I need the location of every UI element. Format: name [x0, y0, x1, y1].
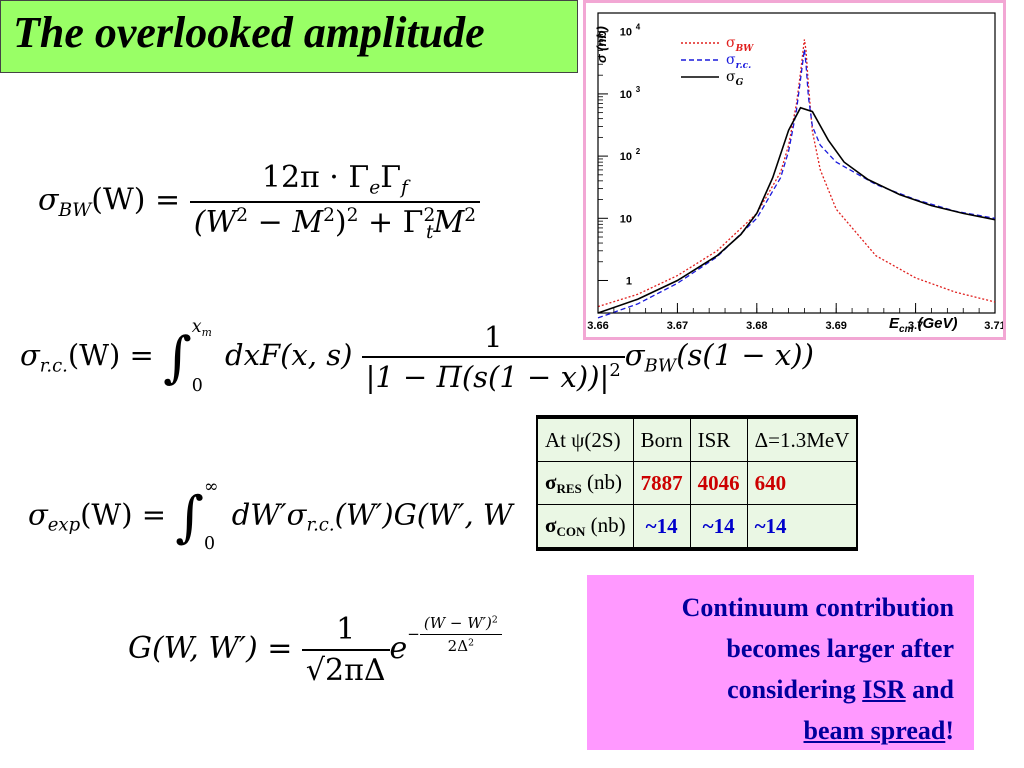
y-tick-exponent: 3: [636, 85, 641, 94]
integral-limits: ∞ 0: [203, 477, 219, 555]
table-header-cell: ISR: [689, 416, 748, 462]
x-tick-label: 3.7: [908, 320, 923, 332]
rc-fraction: 1 |1 − Π(s(1 − x))|2: [361, 320, 625, 394]
gauss-fraction: 1 √2πΔ: [301, 612, 390, 688]
integral-limits: xm 0: [191, 317, 212, 396]
y-tick-label: 10: [620, 89, 632, 101]
series-layer: [597, 39, 996, 319]
y-tick-exponent: 2: [636, 147, 641, 156]
equation-bw: σBW(W) = 12π · ΓeΓf (W2 − M2)2 + Γ2tM2: [38, 160, 481, 243]
legend-entry: σr.c.: [726, 52, 751, 71]
y-tick-exponent: 4: [636, 23, 641, 32]
title-box: The overlooked amplitude: [0, 0, 578, 73]
table-header-cell: Δ=1.3MeV: [746, 416, 858, 462]
legend-entry: σBW: [726, 35, 754, 54]
table-row: σCON (nb) ~14 ~14 ~14: [536, 504, 858, 550]
chart-plot-area: [597, 12, 996, 314]
series-line-g: [597, 106, 996, 314]
tick-layer: 3.66 3.67 3.68 3.69 3.7 3.71 1 10 10 2 10 3 10 4: [587, 23, 1005, 332]
x-axis-label: Ecm (GeV): [889, 315, 957, 335]
y-axis-label: σ (nb): [594, 26, 609, 63]
table-cell: 4046: [689, 461, 748, 505]
x-tick-label: 3.66: [587, 320, 608, 332]
y-tick-label: 1: [626, 275, 632, 287]
series-line-bw: [597, 39, 996, 308]
x-tick-label: 3.67: [667, 320, 688, 332]
table-header-row: At ψ(2S) Born ISR Δ=1.3MeV: [536, 416, 858, 462]
y-tick-label: 10: [620, 27, 632, 39]
table-header-cell: At ψ(2S): [536, 416, 634, 462]
integral-sign: ∫: [163, 325, 192, 390]
legend-entry: σG: [726, 69, 744, 88]
y-tick-label: 10: [620, 151, 632, 163]
equation-exp: σexp(W) = ∫∞ 0 dW′σr.c.(W′)G(W′, W: [28, 477, 513, 555]
cross-section-chart: 3.66 3.67 3.68 3.69 3.7 3.71 1 10 10 2 10 3 10 4 σ (n…: [587, 12, 1006, 335]
table-cell: ~14: [689, 504, 748, 550]
conclusion-note: Continuum contribution becomes larger af…: [587, 575, 974, 750]
row-label: σCON (nb): [536, 504, 634, 550]
x-tick-label: 3.71: [984, 320, 1003, 332]
table-cell: 640: [746, 461, 858, 505]
table-header-cell: Born: [632, 416, 691, 462]
equation-gauss: G(W, W′) = 1 √2πΔ e− (W − W′)2 2Δ2: [128, 612, 502, 688]
table-row: σRES (nb) 7887 4046 640: [536, 461, 858, 505]
table-cell: 7887: [632, 461, 691, 505]
integral-sign: ∫: [175, 484, 204, 549]
y-tick-label: 10: [620, 213, 632, 225]
x-tick-label: 3.69: [825, 320, 846, 332]
gauss-exponent: − (W − W′)2 2Δ2: [407, 614, 502, 655]
results-table: At ψ(2S) Born ISR Δ=1.3MeV σRES (nb) 788…: [536, 415, 859, 551]
equation-rc: σr.c.(W) = ∫xm 0 dxF(x, s) 1 |1 − Π(s(1 −…: [20, 317, 814, 396]
chart-frame: 3.66 3.67 3.68 3.69 3.7 3.71 1 10 10 2 10 3 10 4 σ (n…: [583, 0, 1006, 340]
bw-fraction: 12π · ΓeΓf (W2 − M2)2 + Γ2tM2: [189, 160, 481, 243]
slide-title: The overlooked amplitude: [13, 8, 485, 57]
row-label: σRES (nb): [536, 461, 634, 505]
table-cell: ~14: [746, 504, 858, 550]
table-cell: ~14: [632, 504, 691, 550]
x-tick-label: 3.68: [746, 320, 767, 332]
